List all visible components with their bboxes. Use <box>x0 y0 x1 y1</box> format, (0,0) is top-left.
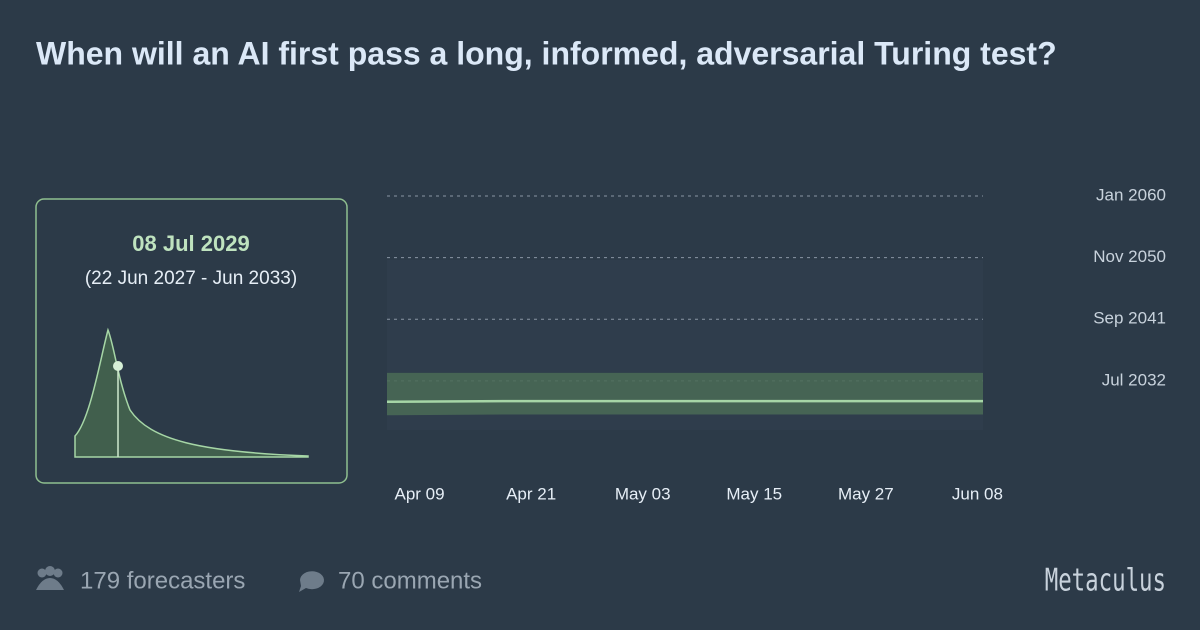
range-label: (22 Jun 2027 - Jun 2033) <box>85 268 297 289</box>
y-tick-label: Jul 2032 <box>1102 370 1166 389</box>
comments: 70 comments <box>338 567 482 594</box>
y-tick-label: Nov 2050 <box>1093 247 1166 266</box>
y-tick-label: Jan 2060 <box>1096 185 1166 204</box>
median-label: 08 Jul 2029 <box>132 231 249 256</box>
summary-box <box>35 198 348 484</box>
median-line <box>387 399 983 404</box>
x-tick-label: May 03 <box>615 484 671 503</box>
x-tick-label: May 27 <box>838 484 894 503</box>
x-tick-label: Jun 08 <box>952 484 1003 503</box>
x-tick-label: May 15 <box>726 484 782 503</box>
forecasters-icon <box>36 566 64 590</box>
distribution <box>74 327 309 458</box>
forecasters: 179 forecasters <box>80 567 245 594</box>
brand: Metaculus <box>1045 563 1166 598</box>
title: When will an AI first pass a long, infor… <box>36 35 1057 71</box>
median-dot <box>113 361 123 371</box>
comments-icon <box>299 571 324 592</box>
x-tick-label: Apr 21 <box>506 484 556 503</box>
interval-band <box>387 372 983 416</box>
x-tick-label: Apr 09 <box>394 484 444 503</box>
y-tick-label: Sep 2041 <box>1093 309 1166 328</box>
